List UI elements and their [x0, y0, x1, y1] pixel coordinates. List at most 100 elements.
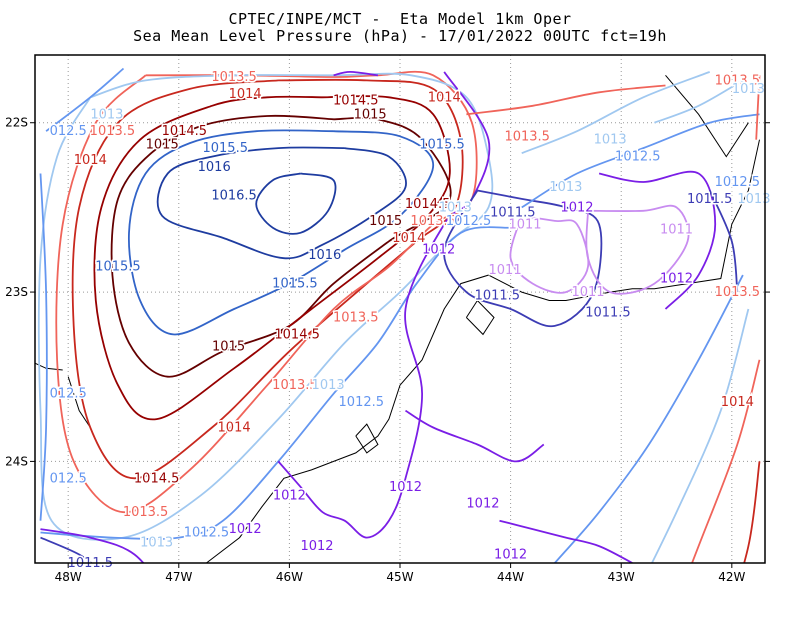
isobar-1013-5: [755, 75, 761, 140]
x-tick-label: 43W: [608, 570, 635, 584]
isobar-1016-5: [255, 172, 337, 235]
isobar-1013-5: [466, 84, 666, 116]
isobar-label: 1016.5: [211, 189, 257, 204]
isobar-1012-5: [553, 274, 744, 563]
isobar-label: 1015.5: [202, 141, 248, 156]
isobar-label: 1015: [354, 107, 387, 122]
isobar-label: 012.5: [50, 387, 87, 402]
isobar-1012: [499, 519, 633, 563]
isobar-1013-5: [691, 359, 761, 563]
isobar-label: 1013: [549, 180, 582, 195]
isobar-label: 1011.5: [475, 288, 521, 303]
y-tick-label: 24S: [5, 454, 28, 468]
isobar-label: 1013: [140, 536, 173, 551]
isobar-label: 1013: [732, 82, 765, 97]
isobar-1012: [405, 409, 545, 463]
x-tick-label: 48W: [55, 570, 82, 584]
axis-ticks: 48W 47W 46W 45W 44W 43W 42W 22S 23S 24S: [5, 116, 770, 584]
isobar-label: 1013.5: [504, 129, 550, 144]
isobar-label: 1012: [273, 488, 306, 503]
isobar-label: 1011: [660, 222, 693, 237]
isobar-label: 1013.5: [715, 285, 761, 300]
coastline-segment: [205, 139, 760, 563]
x-tick-label: 44W: [497, 570, 524, 584]
isobar-label: 1012: [660, 272, 693, 287]
isobar-label: 1011.5: [585, 305, 631, 320]
isobar-1012-5: [521, 113, 760, 209]
isobar-1014: [71, 78, 464, 480]
isobar-label: 1014: [229, 87, 262, 102]
isobar-label: 1012.5: [615, 150, 661, 165]
y-tick-label: 22S: [5, 116, 28, 130]
isobar-label: 1014: [721, 395, 754, 410]
y-tick-label: 23S: [5, 285, 28, 299]
isobar-1011-5: [40, 536, 93, 563]
isobar-1011: [585, 204, 690, 295]
isobar-label: 1012.5: [184, 526, 230, 541]
isobar-label: 1013.5: [410, 214, 456, 229]
x-tick-label: 45W: [386, 570, 413, 584]
x-tick-label: 46W: [276, 570, 303, 584]
isobar-label: 1013: [737, 192, 770, 207]
isobar-label: 1012: [560, 200, 593, 215]
isobar-label: 1011: [508, 217, 541, 232]
isobar-label: 1011: [571, 285, 604, 300]
isobar-1011: [509, 215, 590, 294]
isobar-label: 1014: [218, 421, 251, 436]
isobar-label: 1014.5: [333, 94, 379, 109]
isobar-label: 1014: [74, 153, 107, 168]
isobar-label: 1016: [308, 248, 341, 263]
isobar-label: 1012: [466, 497, 499, 512]
isobar-label: 1012: [494, 548, 527, 563]
isobar-label: 1013.5: [333, 310, 379, 325]
isobar-1012-5: [40, 226, 511, 540]
isobar-label: 1013: [439, 200, 472, 215]
isobar-label: 1013.5: [123, 505, 169, 520]
isobar-1014: [743, 461, 761, 563]
grid-lines: [35, 55, 765, 563]
coastline: [35, 74, 760, 563]
isobar-label: 1012.5: [339, 395, 385, 410]
isobar-label: 1014.5: [274, 327, 320, 342]
x-tick-label: 47W: [165, 570, 192, 584]
isobar-label: 1015: [369, 214, 402, 229]
isobar-1015: [110, 114, 452, 378]
isobar-1012: [333, 71, 379, 77]
isobar-label: 1011: [489, 263, 522, 278]
isobar-1016: [156, 146, 407, 260]
coastline-segment: [355, 423, 379, 454]
isobar-1012-5: [45, 67, 125, 132]
isobar-label: 1012.5: [446, 214, 492, 229]
isobar-1012: [40, 528, 145, 563]
isobar-1011-5: [708, 190, 739, 293]
isobar-1015-5: [128, 129, 435, 336]
isobar-label: 1014: [428, 90, 461, 105]
isobar-label: 1014: [392, 231, 425, 246]
isobar-1014-5: [93, 95, 451, 421]
coastline-segment: [465, 299, 495, 336]
isobar-label: 1012: [389, 480, 422, 495]
isobar-label: 1012: [229, 522, 262, 537]
isobar-label: 1012: [422, 243, 455, 258]
isobar-label: 1013: [312, 378, 345, 393]
isobar-label: 1016: [198, 160, 231, 175]
isobar-label: 1014.5: [134, 471, 180, 486]
chart-title: CPTEC/INPE/MCT - Eta Model 1km Oper: [228, 10, 572, 28]
isobar-label: 1014.5: [405, 197, 451, 212]
isobar-1013: [650, 308, 750, 563]
isobar-label: 1013: [594, 133, 627, 148]
coastline-segment: [665, 74, 749, 158]
isobar-label: 1013.5: [272, 378, 318, 393]
isobar-label: 1015: [146, 138, 179, 153]
isobar-1013: [654, 79, 744, 124]
isobar-label: 012.5: [50, 471, 87, 486]
isobar-label: 1013.5: [90, 124, 136, 139]
isobar-label: 1013.5: [211, 70, 257, 85]
isobar-label: 1015.5: [95, 260, 141, 275]
isobar-1011-5: [443, 189, 603, 328]
isobar-label: 1013: [90, 107, 123, 122]
isobar-1013: [521, 71, 711, 155]
isobar-label: 1011.5: [687, 192, 733, 207]
